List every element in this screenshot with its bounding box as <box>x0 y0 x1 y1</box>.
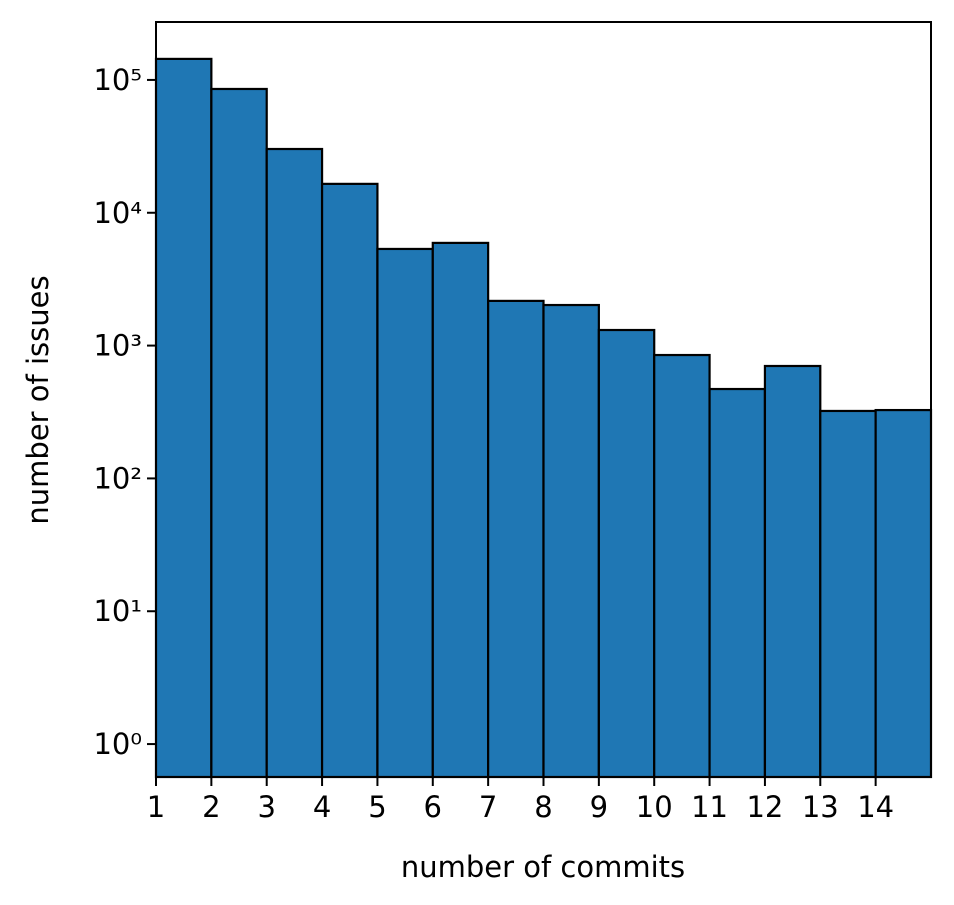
y-axis-label: number of issues <box>21 275 55 524</box>
x-tick-label: 4 <box>313 790 331 824</box>
y-tick-label: 10⁰ <box>93 727 142 761</box>
y-tick-label: 10¹ <box>93 594 142 628</box>
bar <box>819 409 877 779</box>
y-tick-label: 10² <box>93 461 142 495</box>
bar <box>431 241 490 779</box>
bar <box>542 303 600 779</box>
bar <box>874 408 933 779</box>
bar <box>154 57 213 779</box>
x-tick-label: 12 <box>746 790 783 824</box>
bar <box>210 87 268 779</box>
y-tick-label: 10³ <box>93 329 142 363</box>
bar <box>487 299 545 779</box>
x-tick-label: 6 <box>424 790 442 824</box>
x-axis-label: number of commits <box>401 850 685 884</box>
x-tick-label: 7 <box>479 790 497 824</box>
x-tick-label: 11 <box>691 790 728 824</box>
x-tick-label: 3 <box>257 790 275 824</box>
x-tick-label: 13 <box>802 790 839 824</box>
bar <box>597 328 656 779</box>
x-tick-label: 8 <box>534 790 552 824</box>
bar <box>376 247 434 779</box>
bar <box>708 387 767 779</box>
y-tick-label: 10⁴ <box>93 196 142 230</box>
bar <box>653 353 711 779</box>
x-tick-label: 9 <box>590 790 608 824</box>
y-tick-label: 10⁵ <box>93 63 142 97</box>
x-tick-label: 5 <box>368 790 386 824</box>
x-tick-label: 14 <box>857 790 894 824</box>
x-tick-label: 2 <box>202 790 220 824</box>
x-tick-label: 10 <box>636 790 673 824</box>
bar <box>320 182 379 779</box>
x-tick-label: 1 <box>147 790 165 824</box>
bar <box>763 364 822 779</box>
bar <box>265 147 324 779</box>
plot-frame <box>155 21 932 778</box>
